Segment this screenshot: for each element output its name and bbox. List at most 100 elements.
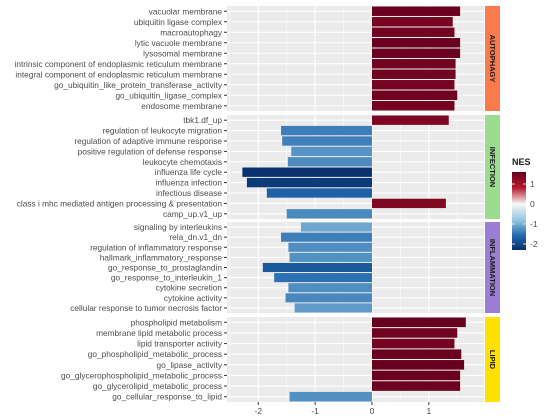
- legend-tick-label: 1: [530, 179, 535, 189]
- bar-regulation-of-adaptive-immune-response: [282, 136, 372, 146]
- y-tick-label: infectious disease: [156, 188, 222, 198]
- y-tick-label: go_cellular_response_to_lipid: [112, 392, 222, 402]
- y-tick-label: lysosomal membrane: [143, 48, 222, 58]
- bar-cytokine-activity: [285, 293, 372, 303]
- y-tick-label: rela_dn.v1_dn: [169, 232, 222, 242]
- bar-go-glycerolipid-metabolic-process: [371, 381, 461, 391]
- y-tick-label: phospholipid metabolism: [131, 317, 222, 327]
- bar-go-glycerophospholipid-metabolic-process: [371, 370, 461, 381]
- facet-strip-label: INFECTION: [488, 147, 497, 187]
- y-tick-label: vacuolar membrane: [149, 6, 223, 16]
- bar-hallmark-inflammatory-response: [289, 252, 372, 262]
- y-tick-label: camp_up.v1_up: [163, 209, 222, 219]
- y-tick-label: lipid transporter activity: [137, 339, 223, 349]
- bar-macroautophagy: [371, 27, 455, 37]
- bar-positive-regulation-of-defense-response: [291, 146, 372, 157]
- x-tick-label: -2: [254, 406, 262, 416]
- y-tick-label: leukocyte chemotaxis: [143, 157, 222, 167]
- x-tick-label: -1: [311, 406, 319, 416]
- y-tick-label: integral component of endoplasmic reticu…: [15, 69, 222, 79]
- bar-membrane-lipid-metabolic-process: [371, 328, 458, 338]
- bar-go-ubiquitin-like-protein-transferase-activity: [371, 80, 455, 90]
- y-tick-label: class i mhc mediated antigen processing …: [17, 198, 223, 208]
- bar-tbk1-df-up: [371, 115, 449, 125]
- y-tick-label: influenza life cycle: [155, 167, 223, 177]
- bar-lysosomal-membrane: [371, 48, 461, 58]
- x-tick-label: 0: [370, 406, 375, 416]
- bar-go-response-to-prostaglandin: [262, 262, 372, 273]
- facet-strip-label: AUTOPHAGY: [488, 35, 497, 83]
- y-tick-label: go_lipase_activity: [157, 360, 223, 370]
- x-tick-label: 1: [426, 406, 431, 416]
- legend-tick-label: -2: [530, 239, 538, 249]
- bar-go-phospholipid-metabolic-process: [371, 349, 462, 359]
- facet-strip-label: INFLAMMATION: [488, 239, 497, 296]
- y-tick-label: cytokine activity: [164, 293, 223, 303]
- y-tick-label: hallmark_inflammatory_response: [100, 252, 223, 262]
- y-tick-label: go_glycerophospholipid_metabolic_process: [61, 370, 222, 380]
- bar-class-i-mhc-mediated-antigen-processing-presentation: [371, 198, 446, 209]
- panel-inflammation: signaling by interleukinsrela_dn.v1_dnre…: [70, 222, 500, 313]
- facet-strip-inflammation: [485, 222, 500, 313]
- y-tick-label: regulation of adaptive immune response: [74, 136, 222, 146]
- legend: NES 1 0 -1 -2: [512, 157, 538, 250]
- y-tick-label: signaling by interleukins: [134, 222, 222, 232]
- y-tick-label: macroautophagy: [160, 27, 223, 37]
- y-tick-label: go_ubiquitin_like_protein_transferase_ac…: [54, 80, 223, 90]
- bar-cellular-response-to-tumor-necrosis-factor: [294, 303, 372, 313]
- bar-intrinsic-component-of-endoplasmic-reticulum-membrane: [371, 59, 456, 69]
- y-tick-label: ubiquitin ligase complex: [134, 17, 223, 27]
- y-tick-label: membrane lipid metabolic process: [96, 328, 222, 338]
- y-tick-label: endosome membrane: [141, 101, 222, 111]
- y-tick-label: regulation of inflammatory response: [90, 242, 222, 252]
- y-tick-label: go_ubiquitin_ligase_complex: [115, 90, 222, 100]
- bar-go-cellular-response-to-lipid: [289, 391, 372, 402]
- bar-infectious-disease: [266, 188, 372, 198]
- bar-go-response-to-interleukin-1: [274, 273, 372, 283]
- bar-influenza-life-cycle: [242, 167, 372, 177]
- y-tick-label: regulation of leukocyte migration: [103, 126, 223, 136]
- bar-regulation-of-inflammatory-response: [288, 242, 372, 252]
- bar-vacuolar-membrane: [371, 6, 461, 16]
- y-tick-label: go_phospholipid_metabolic_process: [88, 349, 222, 359]
- bar-influenza-infection: [246, 177, 372, 188]
- bar-integral-component-of-endoplasmic-reticulum-membrane: [371, 69, 456, 79]
- bar-signaling-by-interleukins: [300, 222, 372, 232]
- bar-regulation-of-leukocyte-migration: [281, 125, 372, 136]
- bar-endosome-membrane: [371, 101, 455, 111]
- y-tick-label: cellular response to tumor necrosis fact…: [70, 303, 222, 313]
- facet-strip-autophagy: [485, 6, 500, 111]
- bar-phospholipid-metabolism: [371, 317, 466, 328]
- bar-lipid-transporter-activity: [371, 338, 455, 349]
- bar-lytic-vacuole-membrane: [371, 38, 461, 48]
- y-tick-label: go_glycerolipid_metabolic_process: [93, 381, 222, 391]
- y-tick-label: intrinsic component of endoplasmic retic…: [14, 59, 222, 69]
- bar-go-lipase-activity: [371, 360, 465, 370]
- bar-go-ubiquitin-ligase-complex: [371, 90, 458, 100]
- y-tick-label: cytokine secretion: [156, 283, 223, 293]
- legend-title: NES: [512, 157, 531, 167]
- legend-tick-label: -1: [530, 219, 538, 229]
- legend-tick-label: 0: [530, 199, 535, 209]
- bar-cytokine-secretion: [288, 283, 372, 293]
- facet-strip-label: LIPID: [488, 350, 497, 370]
- y-tick-label: tbk1.df_up: [183, 115, 222, 125]
- facet-strip-lipid: [485, 317, 500, 402]
- y-tick-label: influenza infection: [156, 178, 223, 188]
- y-tick-label: go_response_to_interleukin_1: [111, 273, 223, 283]
- facet-strip-infection: [485, 115, 500, 219]
- y-tick-label: positive regulation of defense response: [78, 146, 223, 156]
- bar-ubiquitin-ligase-complex: [371, 17, 453, 27]
- y-tick-label: lytic vacuole membrane: [135, 38, 223, 48]
- y-tick-label: go_response_to_prostaglandin: [108, 263, 222, 273]
- bar-camp-up-v1-up: [286, 209, 372, 219]
- bar-rela-dn-v1-dn: [281, 232, 372, 242]
- legend-colorbar: [512, 172, 526, 250]
- bar-leukocyte-chemotaxis: [287, 157, 372, 167]
- x-axis: -2 -1 0 1: [254, 402, 431, 416]
